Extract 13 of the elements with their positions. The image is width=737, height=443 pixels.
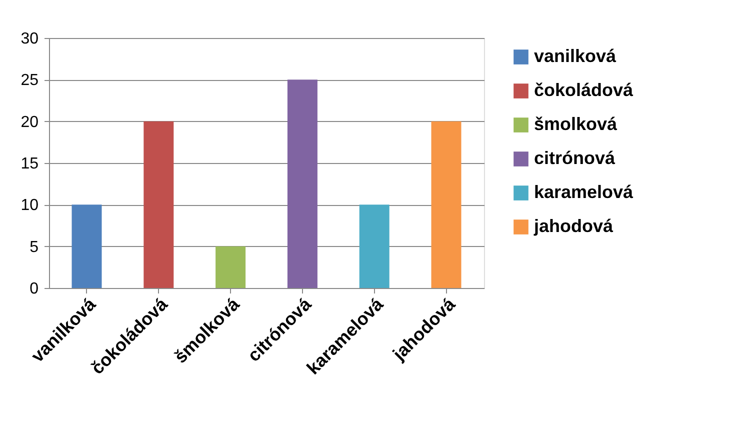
legend-label: šmolková <box>534 114 618 134</box>
legend-label: vanilková <box>534 46 618 66</box>
y-tick-label: 5 <box>30 238 39 256</box>
legend-label: karamelová <box>534 182 634 202</box>
y-tick-label: 20 <box>20 114 39 131</box>
y-tick-label: 0 <box>30 280 39 298</box>
y-tick-label: 15 <box>20 156 39 172</box>
legend-label: jahodová <box>533 216 614 236</box>
legend-label: citrónová <box>534 148 616 168</box>
y-tick-label: 30 <box>20 30 39 48</box>
legend-label: čokoládová <box>534 80 634 100</box>
y-tick-label: 25 <box>20 72 39 90</box>
y-tick-label: 10 <box>20 197 39 214</box>
